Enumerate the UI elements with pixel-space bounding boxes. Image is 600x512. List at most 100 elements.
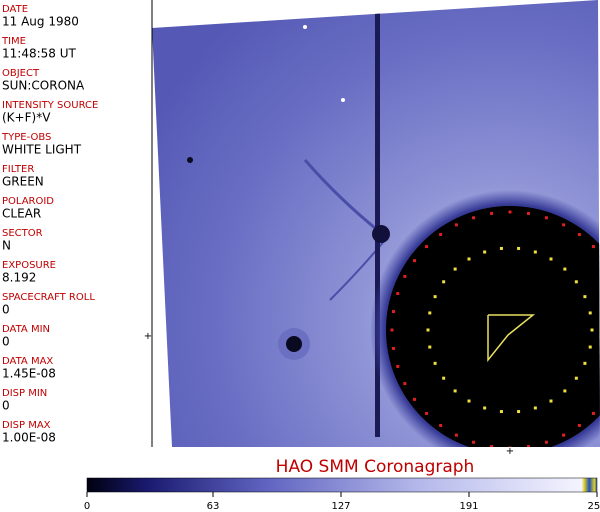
overlay-dot — [472, 216, 476, 220]
overlay-dot — [467, 399, 471, 403]
overlay-dot — [577, 233, 581, 237]
overlay-dot — [403, 382, 407, 386]
colorbar — [86, 477, 598, 493]
overlay-dot — [577, 423, 581, 427]
overlay-dot — [490, 445, 494, 447]
colorbar-tick-label: 127 — [331, 501, 350, 512]
overlay-dot — [588, 311, 592, 315]
overlay-dot — [499, 410, 503, 414]
overlay-dot — [428, 311, 432, 315]
field-value: 0 — [2, 303, 10, 317]
coronagraph-image — [152, 0, 600, 447]
overlay-dot — [433, 361, 437, 365]
overlay-dot — [467, 257, 471, 261]
overlay-dot — [454, 433, 458, 437]
field-label: POLAROID — [2, 196, 54, 207]
overlay-dot — [483, 250, 487, 254]
overlay-dot — [508, 210, 512, 214]
overlay-dot — [391, 310, 395, 314]
field-value: 0 — [2, 399, 10, 413]
overlay-dot — [453, 267, 457, 271]
field-label: DISP MIN — [2, 388, 47, 399]
field-label: DATA MIN — [2, 324, 50, 335]
field-label: DATA MAX — [2, 356, 53, 367]
overlay-dot — [517, 410, 521, 414]
overlay-dot — [588, 345, 592, 349]
colorbar-tick-label: 0 — [84, 501, 90, 512]
overlay-dot — [562, 223, 566, 227]
field-label: TIME — [1, 36, 26, 47]
field-value: 8.192 — [2, 271, 36, 285]
colorbar-tick-label: 63 — [207, 501, 220, 512]
overlay-dot — [433, 295, 437, 299]
marker: + — [144, 331, 152, 342]
field-value: CLEAR — [2, 207, 41, 221]
field-label: DATE — [2, 4, 28, 15]
overlay-dot — [453, 389, 457, 393]
overlay-dot — [390, 328, 394, 332]
overlay-dot — [583, 295, 587, 299]
colorbar-tick-label: 191 — [459, 501, 478, 512]
overlay-dot — [426, 328, 430, 332]
overlay-dot — [533, 406, 537, 410]
colorbar-tick-label: 255 — [587, 501, 600, 512]
overlay-dot — [563, 389, 567, 393]
field-label: SPACECRAFT ROLL — [2, 292, 95, 303]
overlay-dot — [396, 364, 400, 368]
overlay-dot — [508, 446, 512, 447]
overlay-dot — [413, 397, 417, 401]
image-title: HAO SMM Coronagraph — [276, 457, 475, 477]
field-label: SECTOR — [2, 228, 43, 239]
field-value: SUN:CORONA — [2, 79, 85, 93]
field-label: OBJECT — [2, 68, 40, 79]
overlay-dot — [544, 216, 548, 220]
overlay-dot — [413, 259, 417, 263]
overlay-dot — [391, 346, 395, 350]
field-label: DISP MAX — [2, 420, 51, 431]
field-value: 1.45E-08 — [2, 367, 56, 381]
overlay-dot — [563, 267, 567, 271]
overlay-dot — [403, 274, 407, 278]
overlay-dot — [590, 328, 594, 332]
overlay-dot — [562, 433, 566, 437]
field-value: 0 — [2, 335, 10, 349]
overlay-dot — [472, 440, 476, 444]
overlay-dot — [439, 423, 443, 427]
field-value: GREEN — [2, 175, 44, 189]
field-label: EXPOSURE — [2, 260, 56, 271]
overlay-dot — [442, 280, 446, 284]
overlay-dot — [425, 411, 429, 415]
overlay-dot — [533, 250, 537, 254]
overlay-dot — [526, 211, 530, 215]
field-label: TYPE-OBS — [1, 132, 51, 143]
field-label: INTENSITY SOURCE — [2, 100, 98, 111]
overlay-dot — [483, 406, 487, 410]
field-value: N — [2, 239, 11, 253]
overlay-dot — [454, 223, 458, 227]
field-value: 1.00E-08 — [2, 431, 56, 445]
overlay-dot — [583, 361, 587, 365]
overlay-dot — [549, 399, 553, 403]
overlay-dot — [549, 257, 553, 261]
overlay-dot — [591, 245, 595, 249]
overlay-dot — [574, 376, 578, 380]
field-value: WHITE LIGHT — [2, 143, 82, 157]
overlay-dot — [428, 345, 432, 349]
overlay-dot — [442, 376, 446, 380]
overlay-dot — [439, 233, 443, 237]
overlay-dot — [517, 246, 521, 250]
overlay-dot — [526, 445, 530, 447]
field-value: 11:48:58 UT — [2, 47, 76, 61]
overlay-dot — [591, 411, 595, 415]
field-label: FILTER — [2, 164, 34, 175]
overlay-dot — [490, 211, 494, 215]
overlay-dot — [574, 280, 578, 284]
overlay-dot — [396, 292, 400, 296]
field-value: 11 Aug 1980 — [2, 15, 79, 29]
field-value: (K+F)*V — [2, 111, 51, 125]
overlay-dot — [544, 440, 548, 444]
overlay-dot — [425, 245, 429, 249]
overlay-dot — [499, 246, 503, 250]
